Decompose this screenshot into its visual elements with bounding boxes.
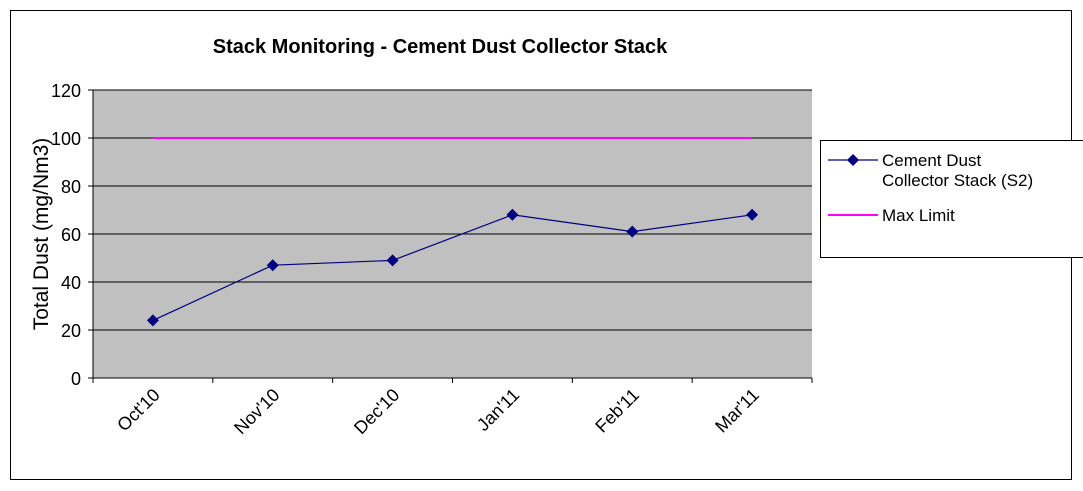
y-tick-label: 20 [61, 321, 81, 341]
data-point [386, 254, 399, 267]
data-point [146, 314, 159, 327]
y-tick-label: 40 [61, 273, 81, 293]
chart-title: Stack Monitoring - Cement Dust Collector… [213, 36, 668, 58]
legend-label: Cement Dust Collector Stack (S2) [882, 151, 1033, 190]
legend-label-line: Cement Dust [882, 151, 981, 170]
y-axis-label: Total Dust (mg/Nm3) [30, 138, 53, 331]
y-tick-label: 0 [71, 369, 81, 389]
legend-box [820, 140, 1083, 258]
y-tick-label: 80 [61, 177, 81, 197]
y-tick-label: 100 [51, 129, 81, 149]
legend-label-line: Collector Stack (S2) [882, 171, 1033, 190]
legend-label: Max Limit [882, 206, 955, 225]
series-line [152, 214, 753, 321]
data-point [266, 259, 279, 272]
legend-marker [847, 154, 859, 166]
data-point [626, 225, 639, 238]
data-point [746, 208, 759, 221]
data-point [506, 208, 519, 221]
y-tick-label: 120 [51, 81, 81, 101]
y-tick-label: 60 [61, 225, 81, 245]
